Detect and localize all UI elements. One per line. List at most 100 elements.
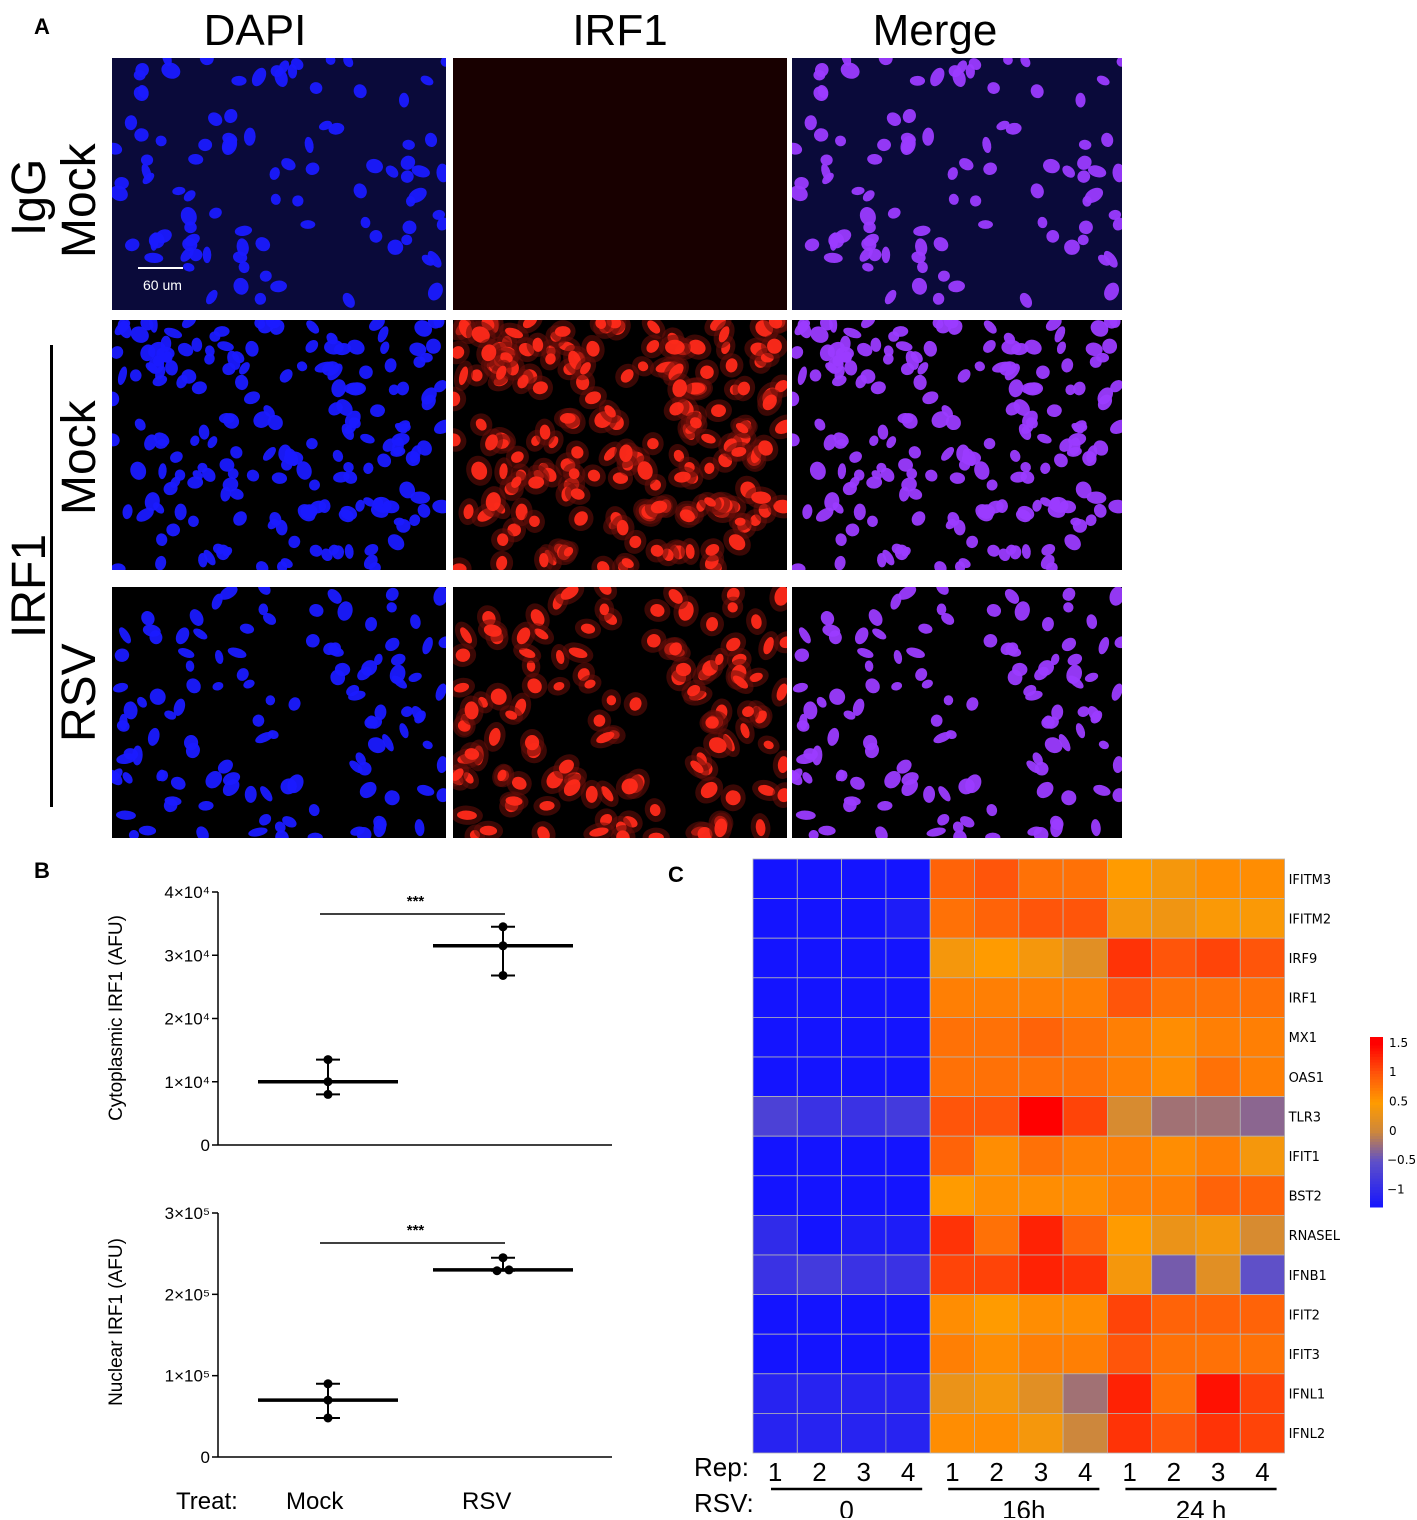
data-point: [323, 1089, 333, 1099]
legend-swatch: [1370, 1144, 1383, 1148]
heatmap-cell: [796, 1096, 842, 1137]
heatmap-cell: [885, 1333, 931, 1375]
data-point: [323, 1379, 333, 1389]
heatmap-cell: [1062, 1333, 1108, 1375]
heatmap-cell: [974, 858, 1020, 899]
heatmap-cell: [1062, 1135, 1108, 1177]
heatmap-cell: [1151, 1333, 1197, 1375]
legend-swatch: [1370, 1037, 1383, 1041]
row-label-mock-irf1: Mock: [53, 400, 106, 515]
heatmap-cell: [796, 1413, 842, 1454]
heatmap-cell: [752, 1254, 798, 1295]
heatmap-cell: [752, 1214, 798, 1256]
legend-tick-label: 0.5: [1389, 1094, 1408, 1108]
replicate-label: 4: [1078, 1457, 1092, 1487]
heatmap-cell: [1239, 1135, 1285, 1177]
heatmap-cell: [974, 977, 1020, 1018]
heatmap-cell: [1106, 1096, 1153, 1137]
replicate-label: 4: [1255, 1457, 1269, 1487]
heatmap-cell: [752, 977, 798, 1018]
heatmap-cell: [841, 937, 887, 979]
data-point: [498, 970, 508, 980]
legend-swatch: [1370, 1184, 1383, 1188]
micrograph-r2-merge: [792, 320, 1122, 570]
legend-swatch: [1370, 1198, 1383, 1202]
heatmap-cell: [841, 1135, 887, 1177]
data-point: [323, 1077, 333, 1087]
heatmap-cell: [841, 1254, 887, 1295]
micrograph-r2-irf1: [453, 320, 787, 570]
gene-label: MX1: [1289, 1031, 1317, 1046]
heatmap-cell: [1018, 1175, 1064, 1216]
replicate-label: 2: [1167, 1457, 1181, 1487]
heatmap-cell: [974, 1096, 1020, 1137]
legend-swatch: [1370, 1042, 1383, 1046]
gene-label: IFITM2: [1289, 912, 1332, 927]
data-point: [498, 1253, 508, 1263]
heatmap-cell: [1239, 1373, 1285, 1414]
legend-swatch: [1370, 1099, 1383, 1103]
heatmap-cell: [1239, 1413, 1285, 1454]
legend-swatch: [1370, 1119, 1383, 1123]
y-axis-label-cytoplasmic: Cytoplasmic IRF1 (AFU): [106, 915, 127, 1121]
heatmap-cell: [974, 898, 1020, 939]
gene-label: TLR3: [1288, 1110, 1322, 1125]
heatmap-cell: [1062, 937, 1108, 979]
legend-swatch: [1370, 1073, 1383, 1078]
heatmap-cell: [885, 1056, 931, 1097]
heatmap-cell: [1062, 1016, 1108, 1058]
heatmap-cell: [841, 1056, 887, 1097]
heatmap-cell: [1151, 1294, 1197, 1335]
y-tick-label: 2×10⁴: [164, 1010, 210, 1029]
heatmap-cell: [1106, 1056, 1153, 1097]
x-tick-rsv: RSV: [462, 1488, 512, 1515]
legend-tick-label: 0: [1389, 1124, 1397, 1138]
gene-label: IFNB1: [1289, 1269, 1327, 1284]
heatmap-cell: [1195, 1175, 1241, 1216]
legend-swatch: [1370, 1195, 1383, 1199]
heatmap-cell: [929, 1056, 975, 1097]
legend-swatch: [1370, 1065, 1383, 1069]
legend-swatch: [1370, 1088, 1383, 1092]
heatmap-cell: [885, 1096, 931, 1137]
legend-swatch: [1370, 1105, 1383, 1109]
heatmap-cell: [1018, 1016, 1064, 1058]
legend-swatch: [1370, 1147, 1383, 1151]
heatmap-cell: [1062, 1373, 1108, 1414]
panel-label-c: C: [668, 862, 684, 887]
heatmap-cell: [1151, 858, 1197, 899]
irf1-bracket-line: [50, 345, 53, 807]
legend-tick-label: 1: [1389, 1065, 1397, 1079]
heatmap-cell: [1106, 1254, 1153, 1295]
y-tick-label: 0: [201, 1448, 210, 1467]
micrograph-r1-irf1: [453, 58, 787, 310]
heatmap-cell: [1195, 1413, 1241, 1454]
heatmap-cell: [796, 1333, 842, 1375]
replicate-label: 1: [1122, 1457, 1136, 1487]
legend-swatch: [1370, 1071, 1383, 1075]
heatmap-cell: [1151, 1214, 1197, 1256]
heatmap-cell: [1018, 977, 1064, 1018]
legend-swatch: [1370, 1122, 1383, 1126]
legend-swatch: [1370, 1090, 1383, 1095]
heatmap-cell: [1151, 1254, 1197, 1295]
heatmap-cell: [841, 1373, 887, 1414]
gene-label: OAS1: [1289, 1071, 1324, 1086]
heatmap-cell: [1062, 858, 1108, 899]
heatmap-cell: [841, 977, 887, 1018]
legend-swatch: [1370, 1167, 1383, 1171]
heatmap-cell: [885, 977, 931, 1018]
heatmap-cell: [1239, 1016, 1285, 1058]
heatmap-cell: [1106, 1135, 1153, 1177]
heatmap-cell: [1106, 898, 1153, 939]
heatmap-cell: [752, 1135, 798, 1177]
heatmap-cell: [929, 858, 975, 899]
y-tick-label: 2×10⁵: [165, 1285, 210, 1304]
heatmap-cell: [1151, 898, 1197, 939]
heatmap-cell: [929, 1175, 975, 1216]
replicate-label: 1: [945, 1457, 959, 1487]
legend-swatch: [1370, 1139, 1383, 1143]
heatmap-cell: [1195, 858, 1241, 899]
heatmap-cell: [796, 1175, 842, 1216]
gene-label: IRF9: [1289, 952, 1318, 967]
